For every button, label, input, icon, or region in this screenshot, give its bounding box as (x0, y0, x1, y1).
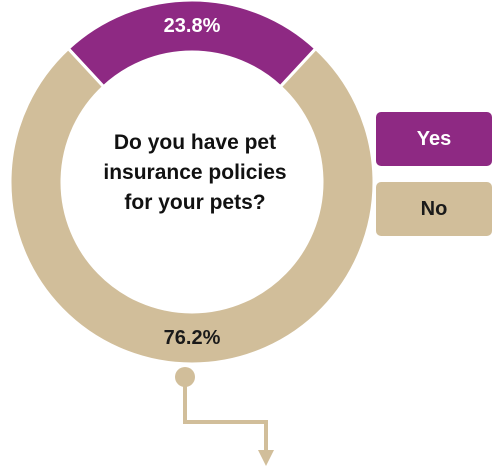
legend-item-no: No (376, 182, 492, 236)
legend-label-yes: Yes (416, 127, 452, 150)
chart-title: Do you have pet insurance policies for y… (103, 131, 287, 214)
slice-no (8, 46, 376, 366)
slices-layer (8, 0, 376, 366)
legend-label-no: No (420, 197, 448, 220)
legend-item-yes: Yes (376, 112, 492, 166)
value-label-yes: 23.8% (164, 15, 221, 37)
value-label-no: 76.2% (164, 327, 221, 349)
value-labels-layer: 23.8% 76.2% (164, 15, 221, 349)
connector-arrow (175, 367, 274, 466)
slice-yes (66, 0, 318, 89)
